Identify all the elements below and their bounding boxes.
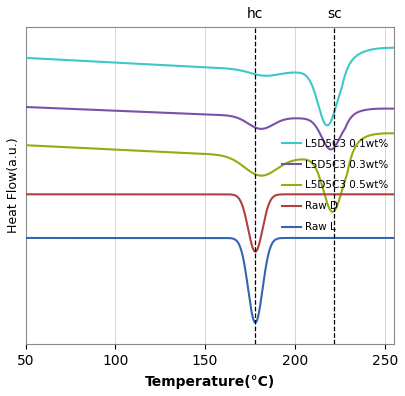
Raw D <box>180 192 185 197</box>
L5D5C3 0.5wt% <box>87 146 92 150</box>
L5D5C3 0.1wt% <box>65 58 70 63</box>
L5D5C3 0.5wt% <box>329 209 334 214</box>
Raw D <box>390 192 395 197</box>
L5D5C3 0.5wt% <box>65 145 70 150</box>
L5D5C3 0.1wt% <box>324 123 329 128</box>
Raw L <box>343 236 348 240</box>
L5D5C3 0.5wt% <box>387 131 392 136</box>
L5D5C3 0.3wt% <box>328 147 333 152</box>
L5D5C3 0.3wt% <box>164 110 168 115</box>
L5D5C3 0.1wt% <box>23 55 28 60</box>
L5D5C3 0.3wt% <box>87 107 92 112</box>
L5D5C3 0.3wt% <box>23 105 28 109</box>
Line: L5D5C3 0.3wt%: L5D5C3 0.3wt% <box>26 107 392 149</box>
L5D5C3 0.5wt% <box>164 150 168 154</box>
L5D5C3 0.5wt% <box>343 173 348 178</box>
Raw L <box>87 236 92 240</box>
L5D5C3 0.1wt% <box>180 64 185 69</box>
L5D5C3 0.3wt% <box>383 106 388 111</box>
Raw L <box>164 236 168 240</box>
Raw L <box>390 236 395 240</box>
Raw L <box>252 320 257 325</box>
Raw D <box>343 192 348 197</box>
L5D5C3 0.3wt% <box>343 122 348 127</box>
Line: L5D5C3 0.1wt%: L5D5C3 0.1wt% <box>26 48 392 126</box>
Legend: L5D5C3 0.1wt%, L5D5C3 0.3wt%, L5D5C3 0.5wt%, Raw D, Raw L: L5D5C3 0.1wt%, L5D5C3 0.3wt%, L5D5C3 0.5… <box>281 139 388 232</box>
Raw L <box>65 236 70 240</box>
Raw D <box>87 192 92 197</box>
Raw D <box>164 192 168 197</box>
L5D5C3 0.3wt% <box>390 106 395 111</box>
Raw L <box>383 236 388 240</box>
Text: sc: sc <box>326 7 341 21</box>
L5D5C3 0.5wt% <box>390 131 395 136</box>
L5D5C3 0.3wt% <box>180 111 185 116</box>
L5D5C3 0.5wt% <box>180 150 185 155</box>
Y-axis label: Heat Flow(a.u.): Heat Flow(a.u.) <box>7 138 20 233</box>
Raw L <box>23 236 28 240</box>
L5D5C3 0.1wt% <box>164 63 168 68</box>
L5D5C3 0.1wt% <box>87 59 92 64</box>
Raw D <box>65 192 70 197</box>
L5D5C3 0.1wt% <box>343 68 348 72</box>
Raw D <box>252 249 257 254</box>
L5D5C3 0.1wt% <box>383 46 388 50</box>
Text: hc: hc <box>247 7 263 21</box>
Line: Raw D: Raw D <box>26 194 392 251</box>
L5D5C3 0.5wt% <box>23 143 28 148</box>
Line: Raw L: Raw L <box>26 238 392 323</box>
L5D5C3 0.1wt% <box>390 46 395 50</box>
L5D5C3 0.5wt% <box>383 131 388 136</box>
Raw L <box>180 236 185 240</box>
Raw D <box>23 192 28 197</box>
X-axis label: Temperature(°C): Temperature(°C) <box>144 375 274 389</box>
L5D5C3 0.3wt% <box>65 107 70 111</box>
Raw D <box>383 192 388 197</box>
Line: L5D5C3 0.5wt%: L5D5C3 0.5wt% <box>26 133 392 212</box>
